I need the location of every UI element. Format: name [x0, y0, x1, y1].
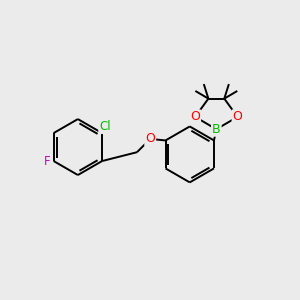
Text: B: B — [212, 123, 220, 136]
Text: O: O — [145, 133, 155, 146]
Text: Cl: Cl — [99, 120, 111, 133]
Text: F: F — [44, 154, 50, 167]
Text: O: O — [190, 110, 200, 123]
Text: O: O — [232, 110, 242, 123]
